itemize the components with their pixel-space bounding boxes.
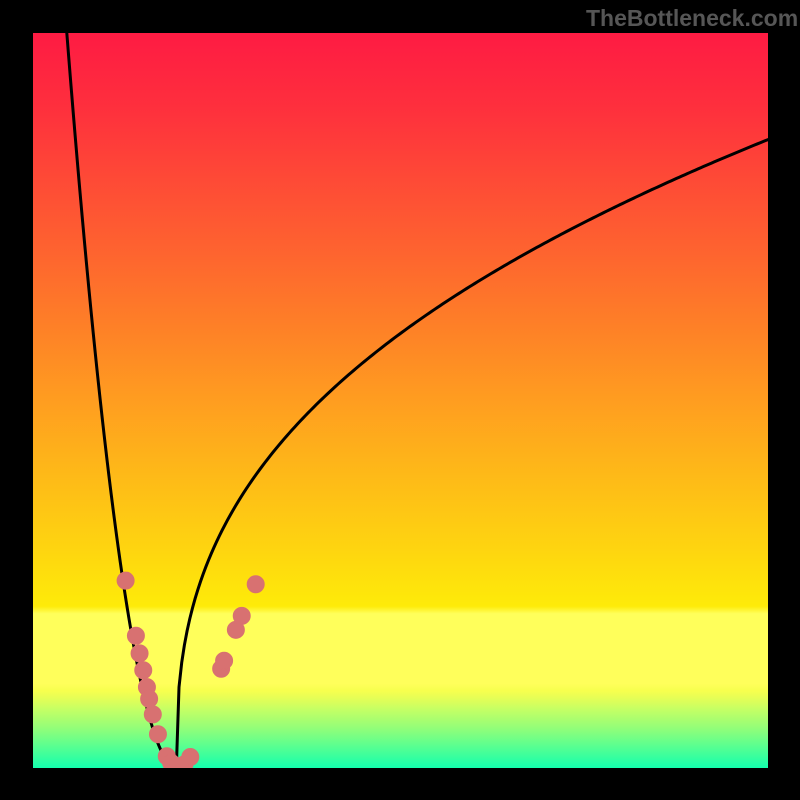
data-dot (182, 748, 199, 765)
data-dot (127, 627, 144, 644)
watermark-text: TheBottleneck.com (586, 5, 798, 32)
data-dot (216, 652, 233, 669)
data-dot (233, 607, 250, 624)
data-dot (149, 726, 166, 743)
plot-area (33, 33, 768, 768)
data-dot (141, 690, 158, 707)
data-dot (135, 662, 152, 679)
data-dot (144, 706, 161, 723)
data-dot (247, 576, 264, 593)
chart-svg (33, 33, 768, 768)
data-dot (131, 645, 148, 662)
data-dot (117, 572, 134, 589)
